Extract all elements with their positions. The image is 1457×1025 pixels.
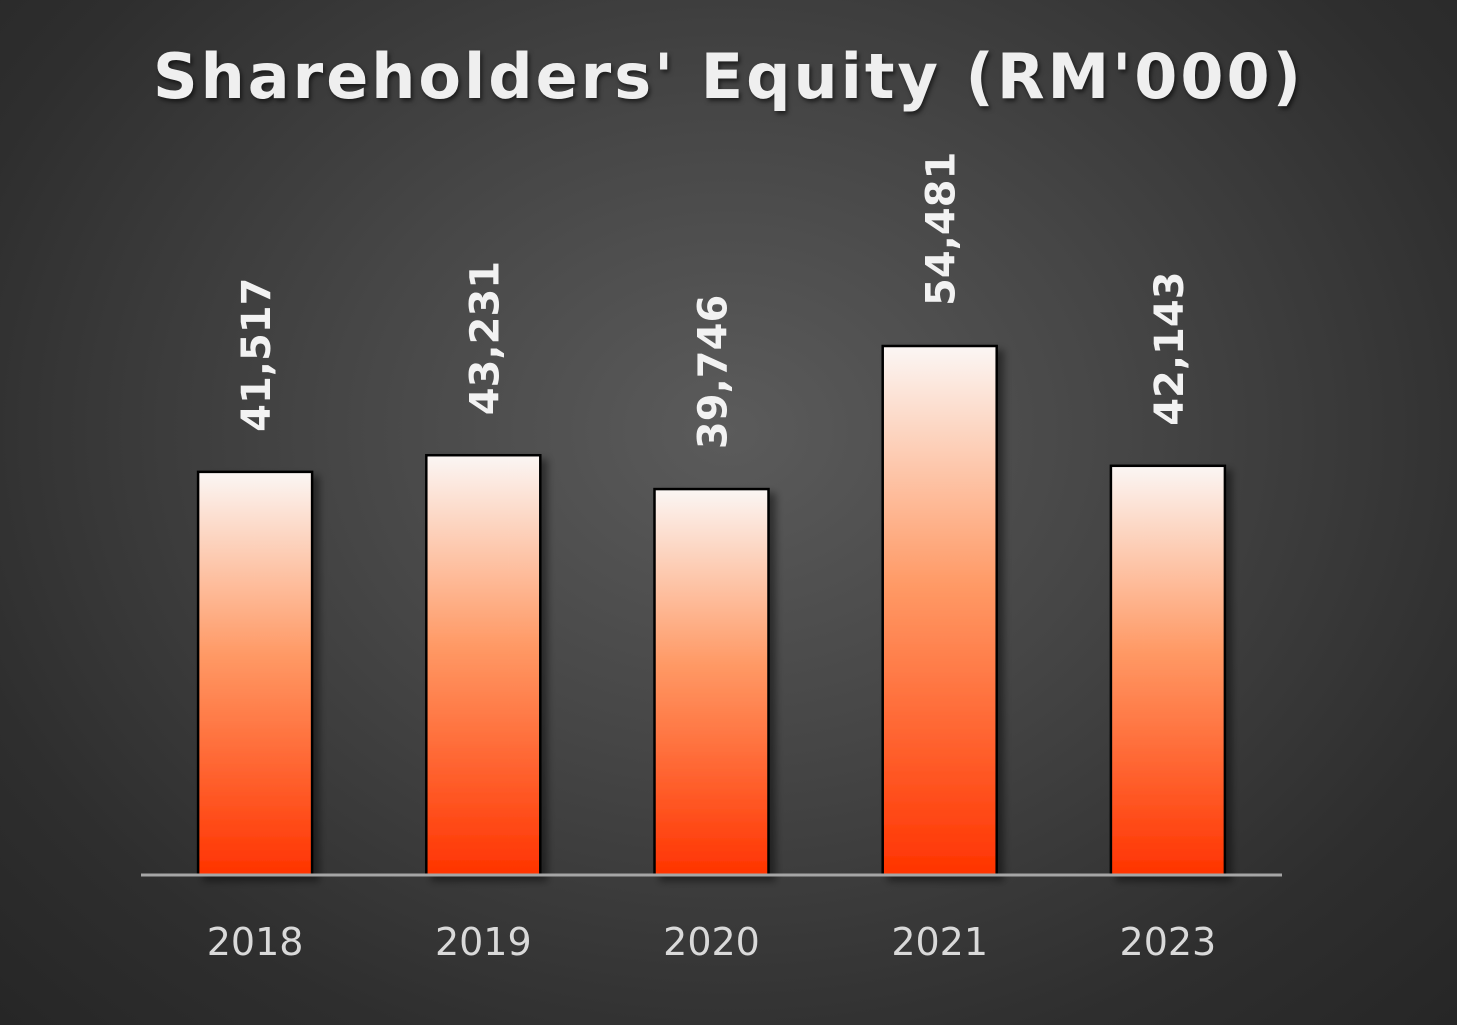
bar-2023	[1109, 464, 1227, 877]
value-label-2021: 54,481	[919, 152, 965, 306]
value-label-2018: 41,517	[234, 278, 280, 432]
x-tick-labels-layer: 2018 2019 2020 2021 2023	[207, 920, 1217, 964]
bar-2020	[653, 487, 770, 877]
value-label-2019: 43,231	[462, 261, 508, 415]
bar-2018	[196, 470, 314, 877]
bars-layer	[196, 344, 1227, 877]
bar-2019	[425, 453, 542, 877]
x-tick-2020: 2020	[663, 920, 760, 964]
x-tick-2023: 2023	[1120, 920, 1217, 964]
value-labels-layer: 41,517 43,231 39,746 54,481 42,143	[234, 152, 1193, 449]
bar-2021	[881, 344, 998, 877]
chart-title: Shareholders' Equity (RM'000)	[153, 40, 1304, 113]
value-label-2020: 39,746	[691, 295, 737, 449]
x-tick-2018: 2018	[207, 920, 304, 964]
x-tick-2019: 2019	[435, 920, 532, 964]
value-label-2023: 42,143	[1147, 271, 1193, 425]
x-tick-2021: 2021	[891, 920, 988, 964]
